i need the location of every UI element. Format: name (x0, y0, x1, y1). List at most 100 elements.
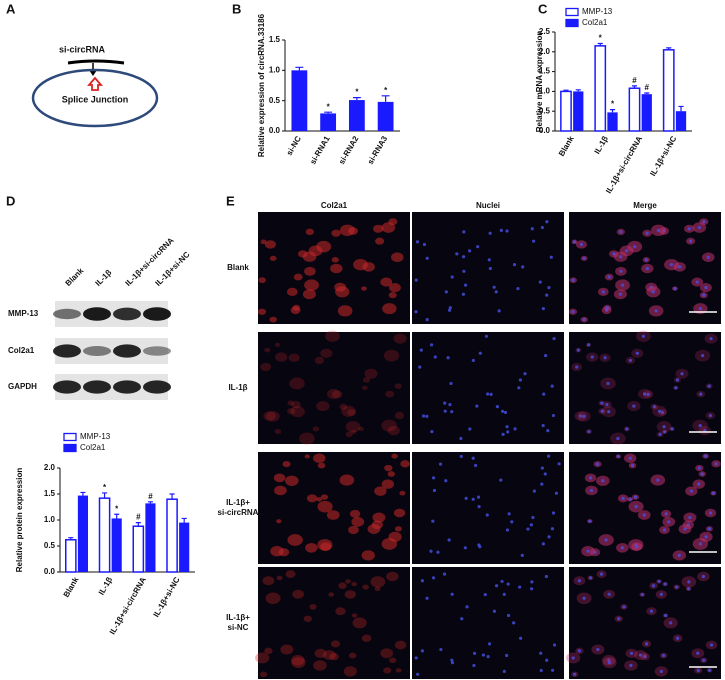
nucleus (632, 404, 636, 408)
cell-stain (255, 652, 270, 664)
cell-stain (345, 431, 353, 438)
nucleus (501, 432, 505, 436)
nucleus (616, 436, 620, 441)
nucleus (619, 269, 623, 273)
nucleus (494, 584, 499, 588)
nucleus (689, 489, 693, 493)
cell-stain (393, 508, 406, 518)
cell-stain (326, 510, 340, 520)
row-label: Blank (227, 263, 249, 272)
y-tick-label: 1.5 (44, 489, 56, 498)
nucleus (680, 372, 684, 376)
nucleus (630, 463, 635, 468)
nucleus (573, 672, 577, 676)
cell-stain (385, 390, 395, 398)
cell-stain (347, 409, 356, 416)
nucleus (541, 423, 545, 428)
cell-stain (341, 405, 356, 417)
nucleus (414, 656, 418, 660)
nucleus (704, 535, 708, 539)
x-tick-label: IL-1β+si-circRNA (604, 134, 644, 195)
nucleus (701, 574, 705, 579)
nucleus (689, 239, 693, 243)
blot-band (113, 380, 141, 394)
arrow-head (89, 70, 97, 76)
nucleus (416, 672, 420, 676)
cell-stain (263, 411, 276, 421)
nucleus (495, 405, 500, 409)
nucleus (431, 476, 436, 480)
blot-band (113, 307, 141, 321)
nucleus (654, 309, 658, 313)
cell-stain (291, 654, 305, 666)
nucleus (633, 495, 638, 499)
bar (98, 497, 111, 573)
cell-stain (286, 287, 298, 296)
micrograph (412, 332, 564, 444)
nucleus (641, 334, 646, 338)
significance-mark: # (148, 492, 153, 501)
nucleus (700, 472, 704, 476)
nucleus (664, 512, 668, 516)
nucleus (629, 651, 634, 655)
nucleus (443, 409, 447, 413)
nucleus (459, 454, 463, 459)
error-bar (631, 85, 638, 89)
nucleus (414, 310, 418, 314)
bar (607, 112, 618, 131)
nucleus (455, 252, 459, 256)
nucleus (643, 392, 647, 396)
cell-stain (304, 279, 319, 291)
nucleus (663, 613, 668, 618)
nucleus (545, 220, 549, 224)
nucleus (675, 378, 680, 382)
micrograph (258, 567, 410, 679)
error-bar (181, 517, 187, 523)
nucleus (438, 462, 443, 466)
error-bar (644, 92, 650, 95)
nucleus (550, 527, 555, 531)
row-label: si-circRNA (218, 508, 259, 517)
nucleus (544, 353, 548, 358)
column-header: Nuclei (476, 201, 500, 210)
cell-stain (316, 240, 332, 253)
cell-stain (302, 289, 316, 300)
nucleus (472, 663, 476, 668)
cell-stain (329, 652, 339, 661)
cell-stain (391, 252, 404, 263)
nucleus (517, 386, 521, 390)
nucleus (577, 649, 581, 653)
y-tick-label: 0.0 (44, 567, 56, 576)
nucleus (571, 310, 575, 314)
nucleus (656, 228, 660, 232)
nucleus (620, 546, 624, 550)
nucleus (698, 423, 702, 428)
cell-stain (313, 660, 327, 671)
nucleus (506, 430, 510, 434)
nucleus (443, 401, 447, 405)
nucleus (499, 228, 503, 232)
nucleus (619, 230, 623, 234)
nucleus (542, 392, 546, 396)
nucleus (695, 280, 699, 284)
cell-stain (362, 377, 371, 383)
micrograph (412, 452, 564, 564)
cell-stain (339, 224, 355, 237)
nucleus (478, 351, 482, 355)
nucleus (487, 258, 491, 262)
nucleus (462, 255, 466, 259)
nucleus (698, 307, 702, 311)
significance-mark: * (384, 86, 388, 95)
nucleus (531, 515, 535, 520)
nucleus (673, 286, 677, 291)
nucleus (606, 381, 610, 386)
nucleus (620, 283, 625, 287)
cell-stain (380, 277, 393, 287)
x-tick-label: si-RNA3 (366, 134, 390, 166)
nucleus (551, 413, 556, 418)
nucleus (588, 476, 593, 480)
nucleus (494, 290, 498, 294)
cell-stain (264, 347, 271, 353)
error-bar (169, 493, 175, 500)
nucleus (669, 621, 673, 625)
